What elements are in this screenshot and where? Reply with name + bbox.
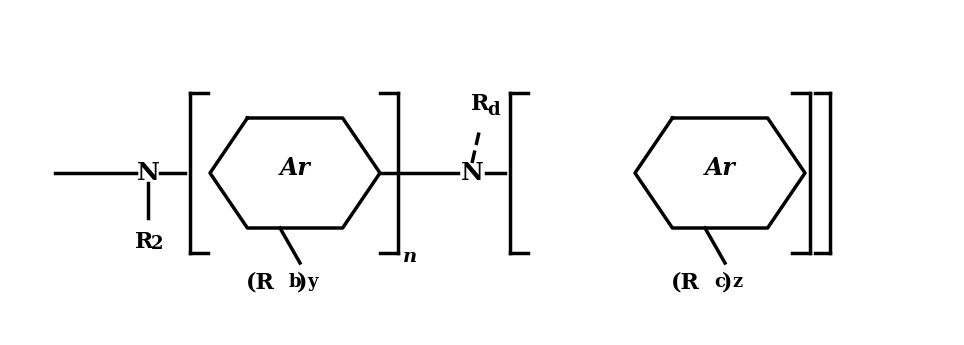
Text: d: d — [488, 101, 500, 119]
Text: N: N — [137, 161, 159, 185]
Text: Ar: Ar — [705, 156, 736, 180]
Text: R: R — [470, 93, 489, 115]
Text: N: N — [461, 161, 483, 185]
Text: (R: (R — [671, 271, 700, 293]
Text: c: c — [714, 273, 725, 291]
Text: (R: (R — [246, 271, 275, 293]
Text: y: y — [307, 273, 317, 291]
Text: n: n — [403, 248, 417, 266]
Text: z: z — [732, 273, 742, 291]
Text: ): ) — [297, 271, 308, 293]
Text: b: b — [289, 273, 302, 291]
Text: R: R — [135, 231, 153, 253]
Text: 2: 2 — [150, 235, 163, 253]
Text: ): ) — [722, 271, 733, 293]
Text: Ar: Ar — [280, 156, 310, 180]
